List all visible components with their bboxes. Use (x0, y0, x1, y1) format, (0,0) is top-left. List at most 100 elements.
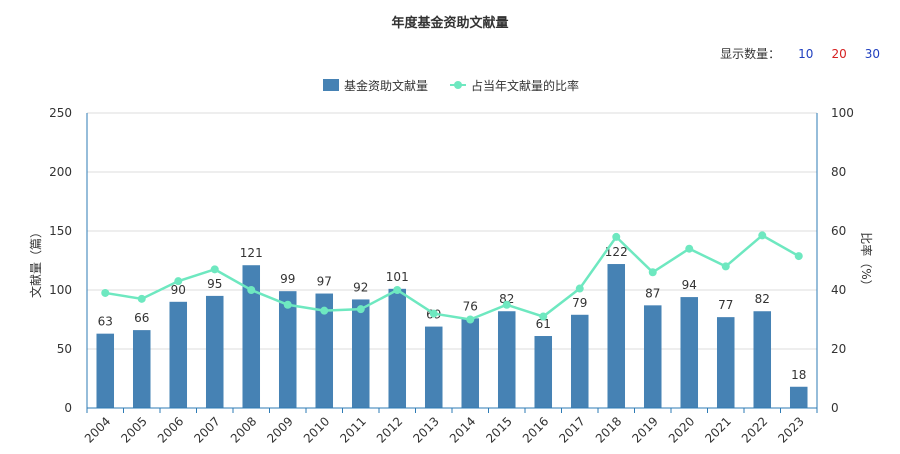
ratio-point (612, 232, 621, 241)
bar (205, 295, 224, 408)
bar (534, 336, 553, 408)
x-tick-label: 2016 (520, 414, 551, 445)
x-tick-label: 2011 (337, 414, 368, 445)
bar (96, 333, 115, 408)
bar (497, 311, 516, 408)
bar-value-label: 18 (791, 368, 806, 382)
bar (278, 291, 297, 408)
bar-value-label: 95 (207, 277, 222, 291)
bar (242, 265, 261, 408)
x-tick-label: 2018 (593, 414, 624, 445)
ratio-point (685, 244, 694, 253)
bar (753, 311, 772, 408)
ratio-point (101, 288, 110, 297)
ratio-point (466, 315, 475, 324)
x-tick-label: 2019 (629, 414, 660, 445)
ratio-point (794, 252, 803, 261)
display-count-option-30[interactable]: 30 (864, 46, 880, 61)
ratio-point (648, 268, 657, 277)
display-count-label: 显示数量： (720, 47, 781, 61)
bar-value-label: 79 (572, 296, 587, 310)
ratio-point (429, 309, 438, 318)
legend: 基金资助文献量 占当年文献量的比率 (323, 78, 579, 93)
bar (315, 293, 334, 408)
y2-tick-label: 40 (831, 283, 846, 297)
ratio-line (105, 233, 800, 321)
display-count-option-20[interactable]: 20 (831, 46, 847, 61)
bar-value-label: 82 (499, 292, 514, 306)
bar-value-label: 66 (134, 311, 149, 325)
bar-value-label: 63 (98, 315, 113, 329)
bar-value-label: 99 (280, 272, 295, 286)
ratio-point (575, 284, 584, 293)
bar-value-label: 76 (463, 299, 478, 313)
display-count-option-10[interactable]: 10 (798, 46, 814, 61)
ratio-point (283, 300, 292, 309)
x-tick-label: 2021 (702, 414, 733, 445)
bar (461, 318, 480, 408)
x-tick-label: 2023 (775, 414, 806, 445)
x-tick-label: 2013 (410, 414, 441, 445)
bar-value-label: 97 (317, 275, 332, 289)
bar-value-label: 94 (682, 278, 697, 292)
bar (169, 301, 188, 408)
bar-data-labels: 6366909512199979210169768261791228794778… (98, 245, 807, 382)
bar-value-label: 77 (718, 298, 733, 312)
ratio-point (758, 231, 767, 240)
ratio-point (721, 262, 730, 271)
bar-value-label: 92 (353, 280, 368, 294)
ratio-point (174, 277, 183, 286)
line-series (101, 231, 803, 324)
y-tick-label: 250 (49, 106, 72, 120)
bar (716, 317, 735, 408)
ratio-point (320, 306, 329, 315)
x-tick-label: 2006 (155, 414, 186, 445)
y-axis-title: 文献量（篇） (28, 226, 43, 298)
bar-value-label: 90 (171, 283, 186, 297)
bar (132, 330, 151, 408)
bar (570, 314, 589, 408)
bar-value-label: 121 (240, 246, 263, 260)
grid (87, 112, 817, 350)
bar-value-label: 101 (386, 270, 409, 284)
bar-series (96, 264, 808, 408)
legend-bar-label[interactable]: 基金资助文献量 (344, 78, 428, 93)
legend-line-label[interactable]: 占当年文献量的比率 (471, 78, 579, 93)
y2-tick-label: 20 (831, 342, 846, 356)
bar-value-label: 82 (755, 292, 770, 306)
y2-tick-label: 80 (831, 165, 846, 179)
bar (607, 264, 626, 408)
bar (424, 326, 443, 408)
y2-tick-label: 100 (831, 106, 854, 120)
x-tick-label: 2015 (483, 414, 514, 445)
bar-value-label: 122 (605, 245, 628, 259)
y-tick-label: 50 (57, 342, 72, 356)
bar (680, 297, 699, 408)
ratio-point (356, 305, 365, 314)
y-tick-label: 150 (49, 224, 72, 238)
x-tick-label: 2014 (447, 414, 478, 445)
y-tick-label: 0 (64, 401, 72, 415)
x-tick-label: 2012 (374, 414, 405, 445)
y-tick-label: 200 (49, 165, 72, 179)
y2-tick-label: 60 (831, 224, 846, 238)
ratio-point (539, 312, 548, 321)
bar (643, 305, 662, 408)
display-count-selector: 显示数量： 10 20 30 (720, 45, 880, 62)
bar-value-label: 87 (645, 286, 660, 300)
x-tick-label: 2009 (264, 414, 295, 445)
ratio-point (210, 265, 219, 274)
y2-axis-title: 比率（%） (859, 232, 874, 291)
x-tick-label: 2022 (739, 414, 770, 445)
bar-value-label: 61 (536, 317, 551, 331)
y-tick-label: 100 (49, 283, 72, 297)
ratio-point (247, 286, 256, 294)
ratio-point (393, 286, 402, 294)
bar (789, 386, 808, 408)
ratio-point (502, 300, 511, 309)
x-tick-label: 2004 (82, 414, 113, 445)
legend-bar-swatch[interactable] (323, 79, 339, 91)
x-tick-label: 2005 (118, 414, 149, 445)
legend-line-marker (454, 81, 462, 89)
